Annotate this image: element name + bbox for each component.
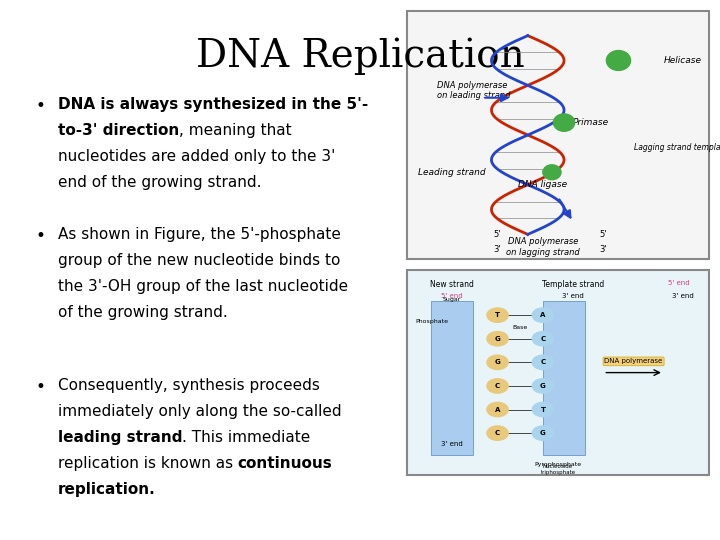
Circle shape — [487, 308, 508, 322]
Circle shape — [554, 114, 575, 131]
Bar — [543, 301, 585, 455]
Text: Base: Base — [513, 325, 528, 330]
Circle shape — [487, 332, 508, 346]
Text: G: G — [540, 383, 546, 389]
Circle shape — [487, 402, 508, 417]
Circle shape — [487, 379, 508, 393]
Bar — [431, 301, 473, 455]
Text: , meaning that: , meaning that — [179, 123, 292, 138]
Text: As shown in Figure, the 5'-phosphate: As shown in Figure, the 5'-phosphate — [58, 227, 341, 242]
Text: nucleotides are added only to the 3': nucleotides are added only to the 3' — [58, 149, 335, 164]
FancyBboxPatch shape — [407, 270, 709, 475]
Text: 5': 5' — [600, 230, 607, 239]
Text: continuous: continuous — [238, 456, 333, 471]
Text: Template strand: Template strand — [542, 280, 604, 289]
Text: 3': 3' — [494, 245, 501, 254]
Circle shape — [543, 165, 561, 180]
Text: 5': 5' — [494, 230, 501, 239]
Text: 5' end: 5' end — [668, 280, 690, 286]
Text: end of the growing strand.: end of the growing strand. — [58, 175, 261, 190]
Text: New strand: New strand — [431, 280, 474, 289]
Text: 3': 3' — [600, 245, 607, 254]
Circle shape — [532, 402, 554, 417]
Text: DNA is always synthesized in the 5'-: DNA is always synthesized in the 5'- — [58, 97, 368, 112]
Text: to-3' direction: to-3' direction — [58, 123, 179, 138]
Text: DNA Replication: DNA Replication — [196, 38, 524, 75]
Text: G: G — [495, 336, 500, 342]
Text: G: G — [495, 359, 500, 366]
Text: replication is known as: replication is known as — [58, 456, 238, 471]
Text: T: T — [541, 407, 545, 413]
Text: •: • — [36, 227, 46, 245]
Text: Consequently, synthesis proceeds: Consequently, synthesis proceeds — [58, 378, 320, 393]
Text: Lagging strand template: Lagging strand template — [634, 143, 720, 152]
Text: replication.: replication. — [58, 482, 156, 497]
Text: 5' end: 5' end — [441, 293, 463, 299]
Text: the 3'-OH group of the last nucleotide: the 3'-OH group of the last nucleotide — [58, 279, 348, 294]
Text: C: C — [540, 359, 546, 366]
Text: immediately only along the so-called: immediately only along the so-called — [58, 404, 341, 419]
Text: G: G — [540, 430, 546, 436]
Text: Sugar: Sugar — [443, 296, 462, 302]
Text: DNA polymerase
on leading strand: DNA polymerase on leading strand — [437, 80, 510, 100]
Text: Primase: Primase — [573, 118, 609, 127]
Text: C: C — [495, 383, 500, 389]
Text: C: C — [540, 336, 546, 342]
Text: Helicase: Helicase — [664, 56, 702, 65]
Circle shape — [487, 426, 508, 440]
Text: group of the new nucleotide binds to: group of the new nucleotide binds to — [58, 253, 340, 268]
Text: 3' end: 3' end — [562, 293, 584, 299]
Circle shape — [606, 51, 631, 70]
Text: Nucleoside
triphosphate: Nucleoside triphosphate — [541, 464, 575, 475]
Circle shape — [532, 426, 554, 440]
Circle shape — [532, 379, 554, 393]
Circle shape — [532, 332, 554, 346]
Text: Leading strand: Leading strand — [418, 168, 486, 177]
Circle shape — [487, 355, 508, 369]
Text: 3' end: 3' end — [672, 293, 694, 299]
Text: Phosphate: Phosphate — [416, 319, 449, 324]
Text: Pyrophosphate: Pyrophosphate — [534, 462, 582, 468]
Circle shape — [532, 355, 554, 369]
Text: T: T — [495, 312, 500, 318]
Text: A: A — [495, 407, 500, 413]
Text: •: • — [36, 378, 46, 396]
Text: leading strand: leading strand — [58, 430, 182, 445]
Text: DNA polymerase: DNA polymerase — [605, 359, 662, 364]
Text: of the growing strand.: of the growing strand. — [58, 305, 228, 320]
Text: •: • — [36, 97, 46, 115]
FancyBboxPatch shape — [407, 11, 709, 259]
Text: 3' end: 3' end — [441, 441, 463, 448]
Text: DNA polymerase
on lagging strand: DNA polymerase on lagging strand — [506, 237, 580, 256]
Text: A: A — [540, 312, 546, 318]
Circle shape — [532, 308, 554, 322]
Text: . This immediate: . This immediate — [182, 430, 310, 445]
Text: DNA ligase: DNA ligase — [518, 180, 567, 189]
Text: C: C — [495, 430, 500, 436]
